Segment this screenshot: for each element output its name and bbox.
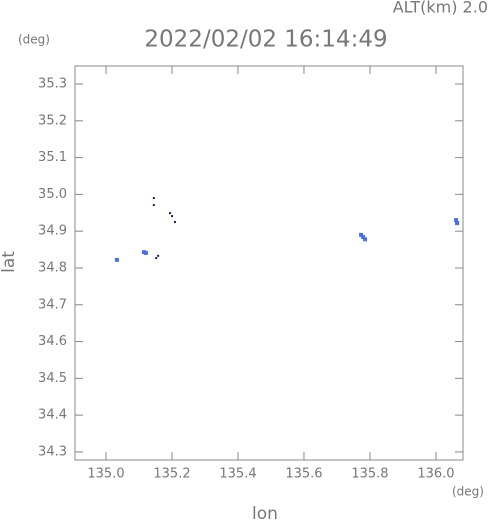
y-tick-label: 35.2 [38,113,67,128]
y-tick-label: 34.5 [38,371,67,386]
point [173,220,176,223]
point [171,215,173,218]
point [152,204,155,207]
point [363,237,368,242]
x-tick-label: 135.6 [285,467,322,482]
y-tick-label: 35.1 [38,150,67,165]
y-unit: (deg) [18,33,50,47]
y-tick-label: 35.0 [38,187,67,202]
point [361,235,366,240]
x-tick-label: 135.2 [153,467,190,482]
y-tick-label: 34.8 [38,260,67,275]
y-tick-label: 34.6 [38,334,67,349]
point [455,221,460,226]
point [359,232,364,237]
point [454,218,459,223]
x-tick-label: 135.8 [351,467,388,482]
y-tick-label: 34.9 [38,224,67,239]
y-tick-label: 34.4 [38,408,67,423]
x-axis-label: lon [252,504,278,521]
altitude-label: ALT(km) 2.0 [393,0,488,17]
point [152,197,155,200]
plot-frame [74,65,464,461]
y-axis-label: lat [0,251,19,273]
point [157,254,160,257]
point [143,250,148,255]
x-tick-label: 135.0 [87,467,124,482]
y-tick-label: 34.7 [38,297,67,312]
y-tick-label: 34.3 [38,444,67,459]
x-unit: (deg) [452,485,484,499]
point [114,257,119,262]
point [169,212,172,215]
x-tick-label: 135.4 [219,467,256,482]
chart-title: 2022/02/02 16:14:49 [144,27,387,53]
y-tick-label: 35.3 [38,77,67,92]
x-tick-label: 136.0 [417,467,454,482]
point [155,257,158,260]
